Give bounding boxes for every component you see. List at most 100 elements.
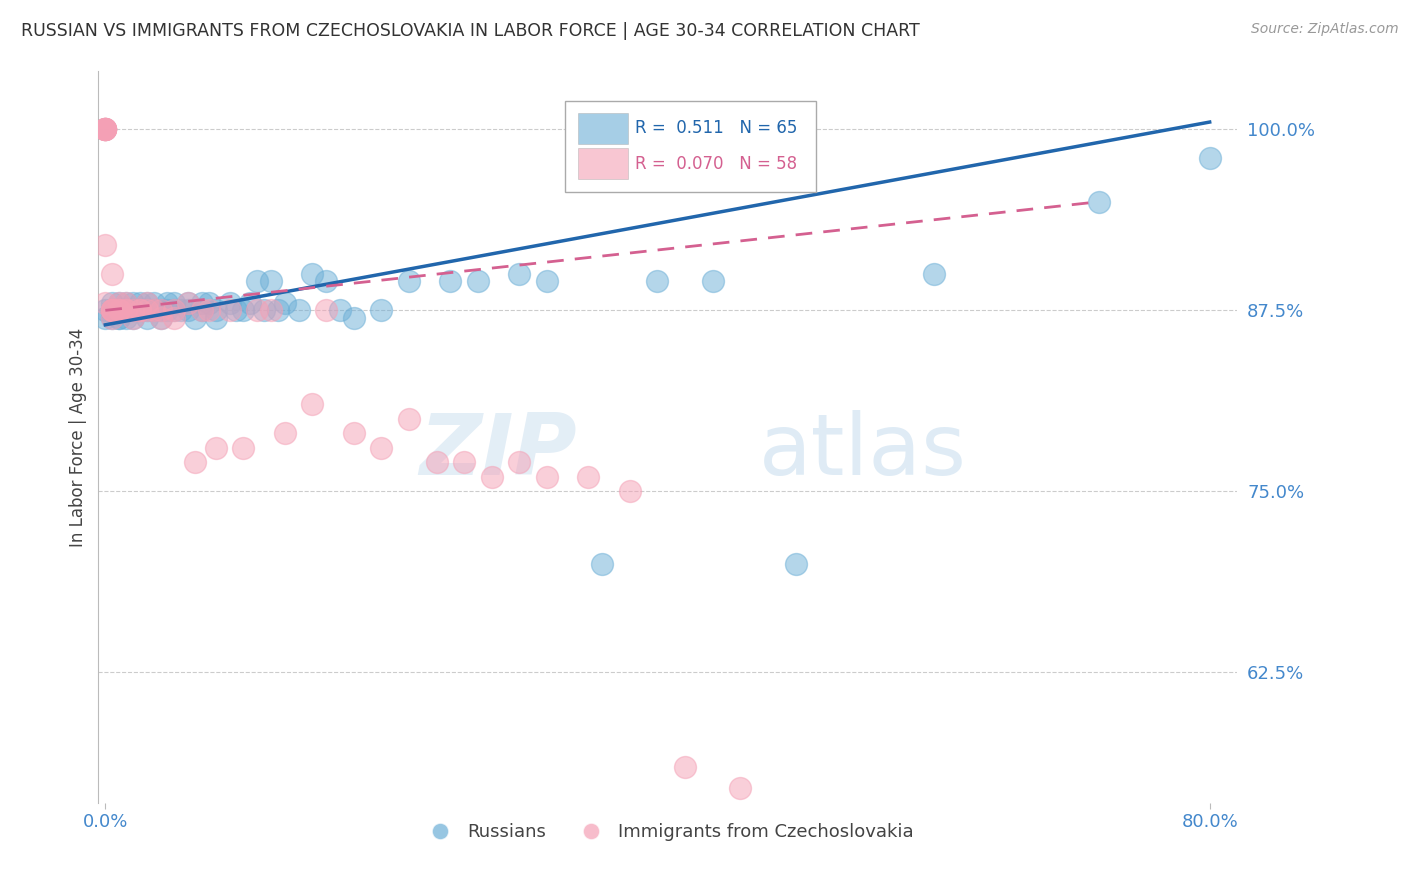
Point: [370, 441, 392, 455]
Point: [94, 238, 117, 252]
Point: [163, 303, 186, 318]
Point: [536, 274, 558, 288]
Point: [260, 303, 283, 318]
Point: [1088, 194, 1111, 209]
Point: [135, 303, 157, 318]
Point: [508, 267, 530, 281]
Point: [439, 274, 461, 288]
Point: [108, 303, 131, 318]
Point: [170, 303, 193, 318]
Point: [115, 310, 138, 325]
Point: [1198, 151, 1220, 165]
Point: [730, 781, 752, 796]
Point: [198, 303, 221, 318]
Point: [135, 296, 157, 310]
Point: [163, 303, 186, 318]
Point: [128, 303, 150, 318]
Point: [108, 303, 131, 318]
Point: [149, 303, 172, 318]
Point: [591, 557, 613, 571]
Point: [142, 296, 165, 310]
Point: [115, 303, 138, 318]
Point: [426, 455, 449, 469]
Point: [274, 296, 297, 310]
Point: [94, 122, 117, 136]
Point: [184, 455, 207, 469]
Point: [101, 310, 124, 325]
Point: [453, 455, 475, 469]
Point: [343, 310, 366, 325]
Point: [508, 455, 530, 469]
Point: [108, 296, 131, 310]
Point: [177, 303, 200, 318]
Point: [128, 303, 150, 318]
Point: [239, 296, 262, 310]
Point: [156, 303, 179, 318]
FancyBboxPatch shape: [565, 101, 815, 192]
Point: [94, 303, 117, 318]
Point: [94, 122, 117, 136]
Point: [94, 310, 117, 325]
FancyBboxPatch shape: [578, 148, 628, 179]
Point: [108, 310, 131, 325]
Point: [702, 274, 724, 288]
Point: [370, 303, 392, 318]
Point: [94, 122, 117, 136]
Point: [108, 296, 131, 310]
Point: [301, 267, 323, 281]
Point: [94, 122, 117, 136]
Point: [315, 303, 337, 318]
Point: [135, 303, 157, 318]
Point: [218, 296, 240, 310]
Point: [246, 303, 269, 318]
Point: [204, 310, 226, 325]
Point: [142, 303, 165, 318]
Point: [191, 296, 214, 310]
Point: [115, 296, 138, 310]
Point: [94, 296, 117, 310]
Point: [122, 310, 145, 325]
Point: [163, 296, 186, 310]
Point: [184, 310, 207, 325]
Point: [142, 303, 165, 318]
Point: [115, 303, 138, 318]
Point: [94, 122, 117, 136]
Point: [287, 303, 309, 318]
Point: [149, 303, 172, 318]
Point: [156, 296, 179, 310]
Point: [536, 470, 558, 484]
Point: [101, 303, 124, 318]
Point: [578, 470, 600, 484]
Point: [163, 310, 186, 325]
Point: [260, 274, 283, 288]
Point: [191, 303, 214, 318]
Point: [108, 310, 131, 325]
Text: Source: ZipAtlas.com: Source: ZipAtlas.com: [1251, 22, 1399, 37]
Point: [467, 274, 489, 288]
Point: [274, 426, 297, 441]
Text: atlas: atlas: [759, 410, 967, 493]
Point: [177, 296, 200, 310]
Point: [198, 296, 221, 310]
Text: R =  0.511   N = 65: R = 0.511 N = 65: [636, 120, 797, 137]
Point: [115, 303, 138, 318]
Point: [398, 412, 420, 426]
Point: [115, 296, 138, 310]
Legend: Russians, Immigrants from Czechoslovakia: Russians, Immigrants from Czechoslovakia: [415, 816, 921, 848]
Point: [267, 303, 290, 318]
Point: [101, 303, 124, 318]
Point: [343, 426, 366, 441]
Point: [225, 303, 247, 318]
Point: [647, 274, 669, 288]
Text: ZIP: ZIP: [419, 410, 576, 493]
Point: [101, 296, 124, 310]
Point: [619, 484, 641, 499]
Point: [253, 303, 276, 318]
Point: [122, 303, 145, 318]
Point: [191, 303, 214, 318]
Point: [101, 267, 124, 281]
Point: [122, 310, 145, 325]
Point: [94, 122, 117, 136]
Point: [101, 303, 124, 318]
Point: [108, 303, 131, 318]
